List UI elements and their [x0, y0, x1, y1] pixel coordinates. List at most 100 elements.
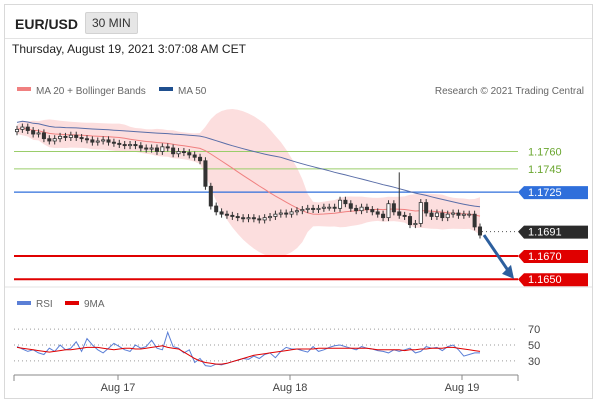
bollinger-bands [17, 109, 480, 257]
forecast-arrow-shaft [482, 234, 511, 273]
candle-body-12 [79, 137, 84, 140]
ma50-legend-label: MA 50 [178, 86, 207, 97]
ma50-legend-swatch [159, 87, 173, 91]
rsi-tick-0: 70 [528, 324, 540, 336]
rsi-panel: 70 50 30 [14, 324, 540, 368]
candle-body-15 [95, 140, 100, 143]
candle-body-29 [171, 147, 176, 155]
x-tick-label-2: Aug 19 [445, 382, 480, 394]
candle-body-80 [445, 213, 450, 219]
bollinger-area [17, 109, 480, 257]
candle-body-79 [440, 212, 445, 219]
candle-body-68 [381, 213, 386, 219]
bb-legend-label: MA 20 + Bollinger Bands [36, 86, 146, 97]
candle-body-26 [154, 147, 159, 152]
candle-body-73 [407, 216, 413, 226]
candle-body-2 [25, 126, 30, 131]
candle-body-74 [413, 223, 418, 226]
candle-body-85 [472, 213, 477, 228]
candle-body-21 [128, 144, 133, 147]
candle-body-67 [375, 211, 380, 215]
level-label-0: 1.1760 [528, 146, 562, 158]
candle-body-16 [101, 139, 106, 142]
candle-body-75 [418, 202, 423, 224]
candle-body-77 [429, 212, 434, 217]
candle-body-24 [144, 147, 149, 150]
candle-body-1 [20, 126, 25, 130]
candle-body-76 [424, 202, 429, 214]
level-labels: 1.1760 1.1745 1.1725 1.1691 1.1670 1.1650 [518, 146, 588, 287]
candle-body-72 [402, 214, 407, 217]
candle-body-11 [74, 134, 79, 138]
candle-body-61 [343, 199, 348, 205]
candle-body-54 [305, 207, 310, 210]
candle-body-70 [391, 203, 396, 213]
candle-body-50 [284, 212, 289, 215]
rsi-tick-1: 50 [528, 340, 540, 352]
candle-body-22 [133, 144, 138, 147]
candle-body-4 [36, 132, 41, 135]
ma20-line [16, 127, 481, 217]
candle-body-44 [251, 217, 256, 220]
ma9-legend-label: 9MA [84, 299, 105, 310]
level-tag-2 [518, 186, 588, 200]
candle-body-35 [203, 160, 208, 187]
candle-body-60 [338, 199, 343, 209]
chart-header: EUR/USD 30 MIN [5, 5, 592, 39]
candle-body-55 [311, 207, 316, 210]
candle-body-65 [364, 206, 369, 210]
rsi-series-1 [16, 345, 481, 365]
rsi-legend-label: RSI [36, 299, 53, 310]
candle-body-86 [477, 226, 483, 236]
level-tag-4 [518, 249, 588, 263]
rsi-tick-2: 30 [528, 356, 540, 368]
candle-body-33 [192, 154, 197, 158]
forecast-arrow-head [502, 264, 514, 279]
candle-body-5 [41, 132, 46, 140]
candle-body-30 [176, 151, 181, 155]
candle-body-0 [14, 128, 20, 133]
level-label-1: 1.1745 [528, 164, 562, 176]
candle-body-34 [198, 156, 203, 162]
candle-body-45 [257, 218, 262, 221]
candle-body-27 [160, 146, 165, 152]
candlesticks [14, 123, 483, 239]
level-tag-5 [518, 273, 588, 287]
rsi-legend-swatch [17, 301, 31, 305]
candle-body-28 [165, 146, 170, 149]
candle-body-38 [219, 211, 224, 215]
copyright-text: Research © 2021 Trading Central [435, 86, 584, 97]
timestamp: Thursday, August 19, 2021 3:07:08 AM CET [12, 42, 246, 56]
ma9-legend-swatch [65, 301, 79, 305]
candle-body-9 [63, 135, 68, 138]
candle-body-46 [262, 217, 267, 221]
candle-body-40 [230, 214, 235, 217]
candle-body-41 [235, 216, 240, 219]
x-tick-label-0: Aug 17 [101, 382, 136, 394]
candle-body-25 [149, 147, 154, 150]
candle-body-23 [138, 145, 143, 149]
instrument-label: EUR/USD [15, 16, 79, 32]
timeframe-button[interactable]: 30 MIN [85, 12, 138, 34]
candle-body-78 [434, 212, 439, 217]
candle-body-32 [187, 152, 192, 156]
candle-body-59 [332, 206, 337, 209]
candle-body-6 [47, 138, 52, 142]
candle-body-47 [268, 216, 273, 219]
candle-body-7 [52, 138, 57, 142]
candle-body-8 [58, 135, 63, 140]
price-levels [14, 150, 518, 281]
x-tick-label-1: Aug 18 [273, 382, 308, 394]
candle-body-13 [84, 138, 90, 141]
candle-body-20 [122, 144, 127, 147]
candle-body-64 [359, 206, 364, 212]
candle-body-42 [241, 217, 246, 220]
level-label-2: 1.1725 [528, 187, 562, 199]
candle-body-36 [208, 185, 213, 207]
candle-body-84 [467, 213, 472, 216]
level-label-4: 1.1670 [528, 251, 562, 263]
candle-body-39 [224, 213, 229, 216]
level-tag-3 [518, 225, 588, 239]
candle-body-14 [90, 139, 95, 143]
candle-body-18 [111, 141, 116, 144]
